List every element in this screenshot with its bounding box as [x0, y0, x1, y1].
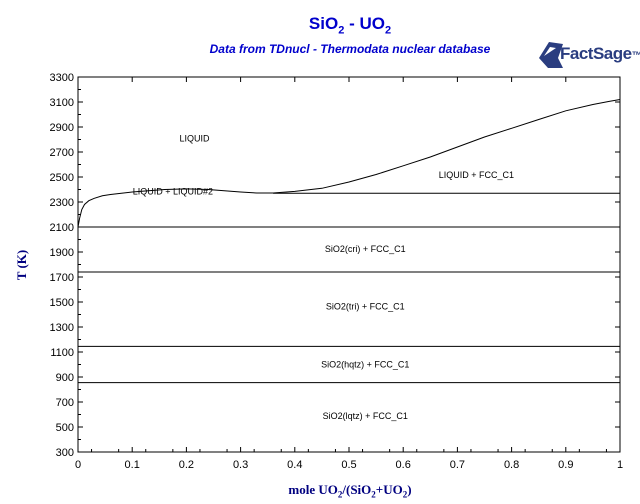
- y-tick-label: 2100: [50, 222, 74, 234]
- factsage-logo: FactSage™: [536, 38, 640, 74]
- region-label: LIQUID + LIQUID#2: [133, 186, 213, 196]
- y-tick-label: 1500: [50, 297, 74, 309]
- x-tick-label: 0.6: [396, 459, 411, 471]
- y-tick-label: 1700: [50, 272, 74, 284]
- region-label: LIQUID + FCC_C1: [439, 170, 514, 180]
- liquidus-line-0: [77, 99, 621, 228]
- x-tick-label: 0.1: [125, 459, 140, 471]
- x-tick-label: 0.7: [450, 459, 465, 471]
- chart-title: SiO2 - UO2: [308, 14, 392, 37]
- y-tick-label: 1900: [50, 247, 74, 259]
- logo-mark-icon: [539, 42, 563, 68]
- y-tick-label: 500: [56, 422, 74, 434]
- y-tick-label: 3100: [50, 97, 74, 109]
- y-tick-label: 300: [56, 447, 74, 459]
- chart-subtitle: Data from TDnucl - Thermodata nuclear da…: [209, 42, 491, 56]
- x-tick-label: 0: [75, 459, 81, 471]
- x-tick-label: 0.2: [179, 459, 194, 471]
- y-tick-label: 2300: [50, 197, 74, 209]
- y-tick-label: 1300: [50, 322, 74, 334]
- x-tick-label: 0.8: [504, 459, 519, 471]
- y-tick-label: 2700: [50, 147, 74, 159]
- y-tick-label: 700: [56, 397, 74, 409]
- phase-boundary-lines: [78, 192, 620, 384]
- x-tick-label: 0.5: [341, 459, 356, 471]
- x-tick-label: 0.9: [558, 459, 573, 471]
- region-label: SiO2(tri) + FCC_C1: [326, 301, 405, 311]
- x-tick-label: 1: [617, 459, 623, 471]
- y-tick-label: 3300: [50, 72, 74, 84]
- region-label: SiO2(lqtz) + FCC_C1: [323, 411, 408, 421]
- region-label: SiO2(hqtz) + FCC_C1: [321, 360, 409, 370]
- plot-frame: [77, 76, 621, 453]
- region-label: SiO2(cri) + FCC_C1: [325, 244, 406, 254]
- x-tick-label: 0.3: [233, 459, 248, 471]
- axis-ticks: 0 0.1 0.2 0.3 0.4 0.5 0.6 0.7 0.8 0.9 130050070090…: [50, 72, 624, 471]
- x-axis-label: mole UO2/(SiO2+UO2): [288, 482, 412, 500]
- logo-text: FactSage™: [560, 44, 640, 63]
- region-label: LIQUID: [180, 133, 211, 143]
- y-tick-label: 2900: [50, 122, 74, 134]
- x-tick-label: 0.4: [287, 459, 302, 471]
- y-tick-label: 900: [56, 372, 74, 384]
- y-tick-label: 2500: [50, 172, 74, 184]
- y-tick-label: 1100: [50, 347, 74, 359]
- region-labels: LIQUID LIQUID + LIQUID#2 LIQUID + FCC_C1 Si…: [133, 133, 514, 421]
- y-axis-label: T (K): [14, 249, 29, 281]
- series-group: [77, 99, 621, 228]
